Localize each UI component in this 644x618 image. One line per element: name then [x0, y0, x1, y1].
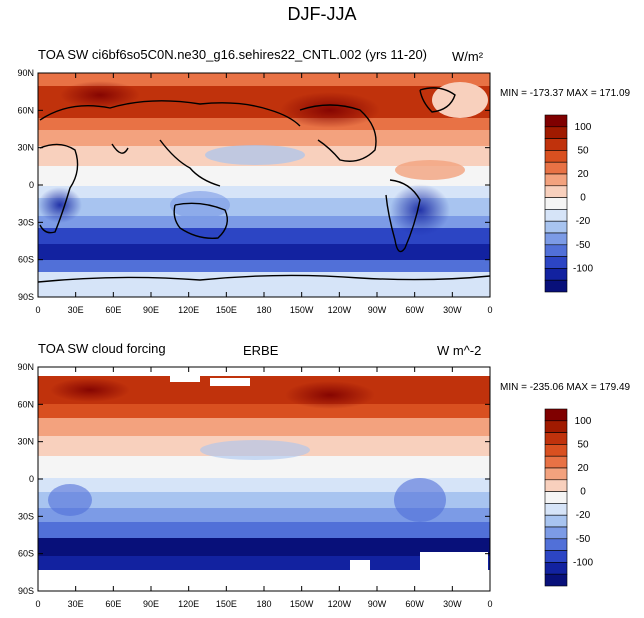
lat-tick-label: 60S	[18, 549, 34, 559]
colorbar-label: 100	[575, 416, 592, 427]
lat-tick-label: 90S	[18, 292, 34, 302]
colorbar-swatch	[544, 209, 568, 222]
colorbar-swatch	[544, 279, 568, 293]
colorbar-label: -100	[573, 263, 593, 274]
lat-tick-label: 30S	[18, 511, 34, 521]
colorbar-swatch	[544, 479, 568, 492]
colorbar-swatch	[544, 244, 568, 257]
lon-tick-label: 30W	[443, 305, 462, 315]
colorbar-swatch	[544, 408, 568, 422]
figure-title: DJF-JJA	[287, 4, 357, 24]
lat-tick-label: 0	[29, 180, 34, 190]
lon-tick-label: 90W	[368, 305, 387, 315]
colorbar-swatch	[544, 138, 568, 151]
colorbar-label: 0	[580, 193, 586, 204]
panel2-center-title: ERBE	[243, 343, 279, 358]
colorbar-label: -50	[576, 240, 591, 251]
colorbar-swatch	[544, 420, 568, 433]
colorbar-swatch	[544, 503, 568, 516]
lat-tick-label: 30N	[17, 143, 34, 153]
lon-tick-label: 90E	[143, 305, 159, 315]
colorbar-swatch	[544, 150, 568, 163]
lat-tick-label: 60S	[18, 255, 34, 265]
colorbar-swatch	[544, 526, 568, 540]
lat-tick-label: 60N	[17, 105, 34, 115]
panel1-coastlines	[38, 87, 490, 283]
lon-tick-label: 150W	[290, 305, 314, 315]
colorbar-swatch	[544, 538, 568, 551]
lat-tick-label: 60N	[17, 399, 34, 409]
colorbar-swatch	[544, 455, 568, 469]
lat-tick-label: 30N	[17, 437, 34, 447]
colorbar-swatch	[544, 268, 568, 281]
colorbar-swatch	[544, 491, 568, 504]
colorbar-swatch	[544, 114, 568, 128]
panel2-units: W m^-2	[437, 343, 482, 358]
lat-tick-label: 0	[29, 474, 34, 484]
lon-tick-label: 0	[487, 305, 492, 315]
colorbar-swatch	[544, 550, 568, 563]
colorbar-label: 50	[577, 145, 589, 156]
lon-tick-label: 30E	[68, 305, 84, 315]
lon-tick-label: 150W	[290, 599, 314, 609]
lon-tick-label: 120E	[178, 305, 199, 315]
colorbar-label: -20	[576, 510, 591, 521]
colorbar-swatch	[544, 444, 568, 457]
colorbar-label: 20	[577, 169, 589, 180]
colorbar-label: -100	[573, 557, 593, 568]
lon-tick-label: 60E	[105, 599, 121, 609]
lat-tick-label: 30S	[18, 217, 34, 227]
lon-tick-label: 180	[256, 305, 271, 315]
colorbar-label: 20	[577, 463, 589, 474]
lon-tick-label: 30W	[443, 599, 462, 609]
colorbar-swatch	[544, 432, 568, 445]
lon-tick-label: 120W	[328, 305, 352, 315]
colorbar-2: 100 50 20 0 -20 -50 -100	[544, 408, 593, 587]
lon-tick-label: 0	[35, 305, 40, 315]
lon-tick-label: 90E	[143, 599, 159, 609]
colorbar-swatch	[544, 173, 568, 187]
lon-tick-label: 120W	[328, 599, 352, 609]
colorbars-layer: 100 50 20 0 -20 -50 -100 100 50 20 0 -20 -50 -100	[544, 114, 593, 587]
colorbar-swatch	[544, 185, 568, 198]
colorbar-swatch	[544, 126, 568, 139]
lat-tick-label: 90N	[17, 362, 34, 372]
colorbar-1: 100 50 20 0 -20 -50 -100	[544, 114, 593, 293]
lon-tick-label: 60W	[405, 599, 424, 609]
lat-tick-label: 90S	[18, 586, 34, 596]
lon-tick-label: 0	[35, 599, 40, 609]
colorbar-swatch	[544, 562, 568, 575]
lat-tick-label: 90N	[17, 68, 34, 78]
panel2-map	[38, 367, 490, 591]
colorbar-swatch	[544, 197, 568, 210]
colorbar-swatch	[544, 161, 568, 175]
lon-tick-label: 60E	[105, 305, 121, 315]
lon-tick-label: 60W	[405, 305, 424, 315]
lon-tick-label: 180	[256, 599, 271, 609]
lon-tick-label: 30E	[68, 599, 84, 609]
panel1-units: W/m²	[452, 49, 484, 64]
panel1-title: TOA SW ci6bf6so5C0N.ne30_g16.sehires22_C…	[38, 47, 427, 62]
colorbar-label: -20	[576, 216, 591, 227]
lon-tick-label: 150E	[216, 599, 237, 609]
lon-tick-label: 0	[487, 599, 492, 609]
lon-tick-label: 90W	[368, 599, 387, 609]
colorbar-swatch	[544, 256, 568, 269]
panel1-minmax: MIN = -173.37 MAX = 171.09	[500, 88, 631, 99]
colorbar-label: 100	[575, 122, 592, 133]
colorbar-label: -50	[576, 534, 591, 545]
colorbar-swatch	[544, 467, 568, 481]
colorbar-swatch	[544, 220, 568, 234]
lon-tick-label: 120E	[178, 599, 199, 609]
colorbar-swatch	[544, 514, 568, 528]
lon-tick-label: 150E	[216, 305, 237, 315]
colorbar-label: 50	[577, 439, 589, 450]
panel2-left-title: TOA SW cloud forcing	[38, 341, 166, 356]
colorbar-swatch	[544, 232, 568, 246]
colorbar-label: 0	[580, 487, 586, 498]
colorbar-swatch	[544, 573, 568, 587]
panel2-minmax: MIN = -235.06 MAX = 179.49	[500, 382, 631, 393]
